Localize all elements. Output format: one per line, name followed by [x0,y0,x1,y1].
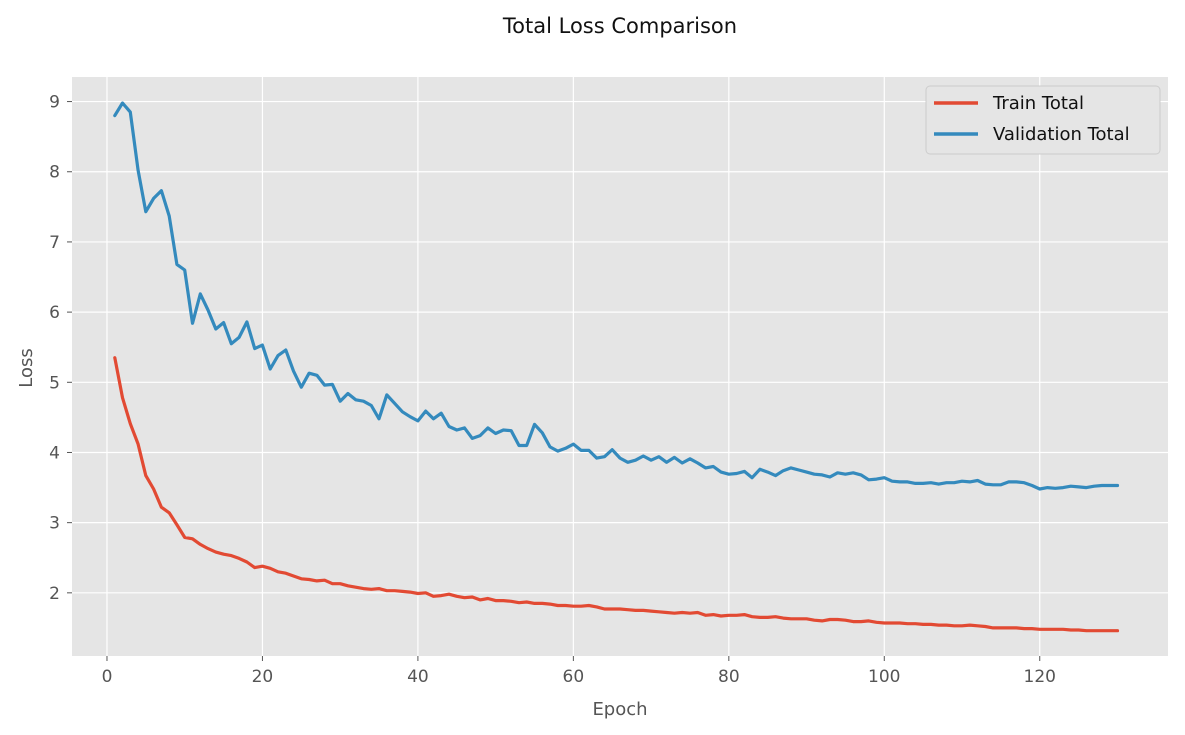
y-tick-label: 9 [49,93,60,113]
y-tick-label: 8 [49,163,60,183]
y-axis-label: Loss [16,348,37,387]
y-axis: 2 3 4 5 6 7 8 9 [49,93,72,604]
grid [72,77,1168,656]
legend-box [925,85,1161,155]
y-tick-label: 4 [49,443,60,463]
x-tick-label: 100 [868,667,900,687]
y-tick-label: 6 [49,303,60,323]
x-tick-label: 80 [718,667,740,687]
y-tick-label: 5 [49,373,60,393]
legend-label-train: Train Total [992,93,1084,114]
y-tick-label: 3 [49,514,60,534]
y-tick-label: 2 [49,584,60,604]
series-line-validation [113,101,1120,491]
x-axis: 0 20 40 60 80 100 120 [102,656,1056,687]
y-tick-label: 7 [49,233,60,253]
x-tick-label: 60 [563,667,585,687]
chart-title: Total Loss Comparison [502,14,737,38]
x-axis-label: Epoch [592,699,647,720]
series-line-train [113,356,1120,633]
legend-label-validation: Validation Total [993,124,1130,145]
plot-area [72,77,1168,656]
x-tick-label: 20 [252,667,274,687]
x-tick-label: 40 [407,667,429,687]
x-tick-label: 0 [102,667,113,687]
series-layer [113,101,1120,633]
legend: Train Total Validation Total [925,85,1161,155]
x-tick-label: 120 [1024,667,1056,687]
